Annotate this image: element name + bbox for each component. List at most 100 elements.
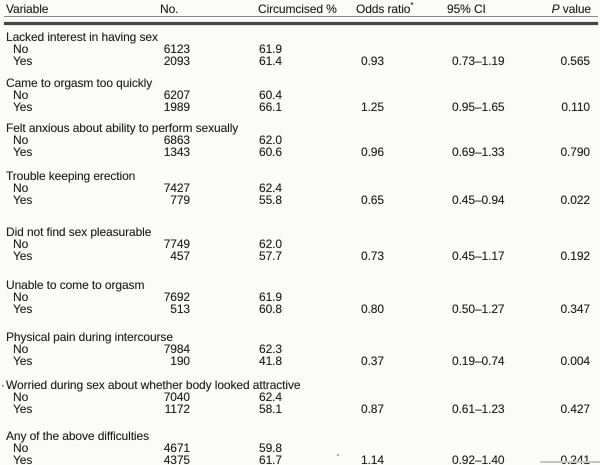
cell-circumcised-pct: 62.0 [259, 237, 282, 251]
cell-n: 1343 [163, 145, 190, 159]
cell-p-value: 0.427 [560, 402, 590, 416]
group-title: Any of the above difficulties [6, 429, 149, 443]
cell-circumcised-pct: 66.1 [259, 100, 282, 114]
cell-circumcised-pct: 61.9 [259, 42, 282, 56]
cell-circumcised-pct: 41.8 [259, 354, 282, 368]
cell-circumcised-pct: 62.4 [259, 181, 282, 195]
odds-ratio-label: Odds ratio [356, 2, 411, 16]
p-italic: P [551, 2, 560, 16]
cell-n: 7040 [163, 390, 190, 404]
table-row: No 7040 62.4 [0, 391, 600, 404]
cell-n: 2093 [163, 54, 190, 68]
footnote-asterisk: * [410, 1, 414, 10]
table-group-title-row: Came to orgasm too quickly [0, 77, 600, 90]
table-row: No 4671 59.8 [0, 442, 600, 455]
table-row: No 7749 62.0 [0, 238, 600, 251]
group-title: Unable to come to orgasm [6, 278, 145, 292]
col-header-ci: 95% CI [447, 2, 486, 16]
cell-level: No [13, 342, 29, 356]
cell-p-value: 0.022 [560, 193, 590, 207]
table-row: Yes 2093 61.4 0.93 0.73–1.19 0.565 [0, 55, 600, 68]
table-row: No 7427 62.4 [0, 182, 600, 195]
cell-p-value: 0.110 [561, 100, 590, 114]
cell-ci: 0.50–1.27 [452, 302, 505, 316]
cell-level: Yes [13, 249, 33, 263]
cell-ci: 0.45–0.94 [452, 193, 505, 207]
cell-level: Yes [13, 100, 33, 114]
table-row: Yes 513 60.8 0.80 0.50–1.27 0.347 [0, 303, 600, 316]
cell-level: Yes [13, 193, 33, 207]
cell-p-value: 0.347 [560, 302, 590, 316]
table-group-title-row: Unable to come to orgasm [0, 279, 600, 292]
cell-n: 513 [170, 302, 190, 316]
cell-n: 457 [170, 249, 190, 263]
table-group-title-row: Lacked interest in having sex [0, 31, 600, 44]
col-header-circumcised: Circumcised % [258, 2, 337, 16]
cell-ci: 0.73–1.19 [452, 54, 505, 68]
group-title: Felt anxious about ability to perform se… [6, 121, 239, 135]
p-rest: value [559, 2, 591, 16]
cell-level: No [13, 133, 29, 147]
table-bottom-rule-partial [540, 461, 600, 463]
cell-level: No [13, 290, 29, 304]
cell-odds-ratio: 0.87 [361, 402, 384, 416]
cell-circumcised-pct: 59.8 [259, 441, 282, 455]
cell-level: No [13, 42, 29, 56]
cell-p-value: 0.241 [560, 453, 590, 465]
cell-level: Yes [13, 354, 33, 368]
table-header: Variable No. Circumcised % Odds ratio* 9… [0, 1, 600, 16]
stray-dot-mark: · [1, 378, 5, 392]
cell-ci: 0.95–1.65 [452, 100, 505, 114]
cell-n: 4671 [163, 441, 190, 455]
cell-level: No [13, 237, 29, 251]
cell-n: 6123 [163, 42, 190, 56]
cell-level: Yes [13, 402, 33, 416]
table-row: No 6123 61.9 [0, 43, 600, 56]
cell-ci: 0.69–1.33 [452, 145, 505, 159]
cell-circumcised-pct: 55.8 [259, 193, 282, 207]
cell-odds-ratio: 0.80 [361, 302, 384, 316]
cell-level: No [13, 88, 29, 102]
cell-odds-ratio: 0.37 [361, 354, 384, 368]
col-header-p-value: P value [520, 3, 591, 15]
cell-level: Yes [13, 302, 33, 316]
scan-speck [337, 454, 339, 456]
cell-level: Yes [13, 145, 33, 159]
cell-n: 1989 [163, 100, 190, 114]
table-row: Yes 779 55.8 0.65 0.45–0.94 0.022 [0, 194, 600, 207]
cell-level: No [13, 390, 29, 404]
cell-n: 7749 [163, 237, 190, 251]
table-row: Yes 1343 60.6 0.96 0.69–1.33 0.790 [0, 146, 600, 159]
cell-odds-ratio: 1.25 [361, 100, 384, 114]
col-header-no: No. [160, 2, 179, 16]
cell-n: 190 [170, 354, 190, 368]
cell-circumcised-pct: 60.4 [259, 88, 282, 102]
cell-odds-ratio: 0.73 [361, 249, 384, 263]
cell-p-value: 0.565 [560, 54, 590, 68]
cell-circumcised-pct: 57.7 [259, 249, 282, 263]
cell-ci: 0.45–1.17 [452, 249, 505, 263]
cell-odds-ratio: 1.14 [361, 453, 384, 465]
table-row: Yes 4375 61.7 1.14 0.92–1.40 0.241 [0, 454, 600, 465]
cell-odds-ratio: 0.65 [361, 193, 384, 207]
table-row: Yes 457 57.7 0.73 0.45–1.17 0.192 [0, 250, 600, 263]
group-title: Did not find sex pleasurable [6, 225, 152, 239]
cell-circumcised-pct: 62.3 [259, 342, 282, 356]
table-group-title-row: Trouble keeping erection [0, 170, 600, 183]
cell-n: 6863 [163, 133, 190, 147]
col-header-odds-ratio: Odds ratio* [356, 1, 414, 16]
cell-level: No [13, 181, 29, 195]
cell-n: 7984 [163, 342, 190, 356]
cell-n: 7427 [163, 181, 190, 195]
cell-circumcised-pct: 62.0 [259, 133, 282, 147]
table-group-title-row: Physical pain during intercourse [0, 331, 600, 344]
table-row: No 7984 62.3 [0, 343, 600, 356]
table-row: No 6863 62.0 [0, 134, 600, 147]
table-row: Yes 190 41.8 0.37 0.19–0.74 0.004 [0, 355, 600, 368]
cell-level: Yes [13, 453, 33, 465]
header-rule-thick [4, 22, 598, 25]
cell-ci: 0.61–1.23 [452, 402, 505, 416]
group-title: Came to orgasm too quickly [6, 76, 153, 90]
cell-p-value: 0.004 [560, 354, 590, 368]
